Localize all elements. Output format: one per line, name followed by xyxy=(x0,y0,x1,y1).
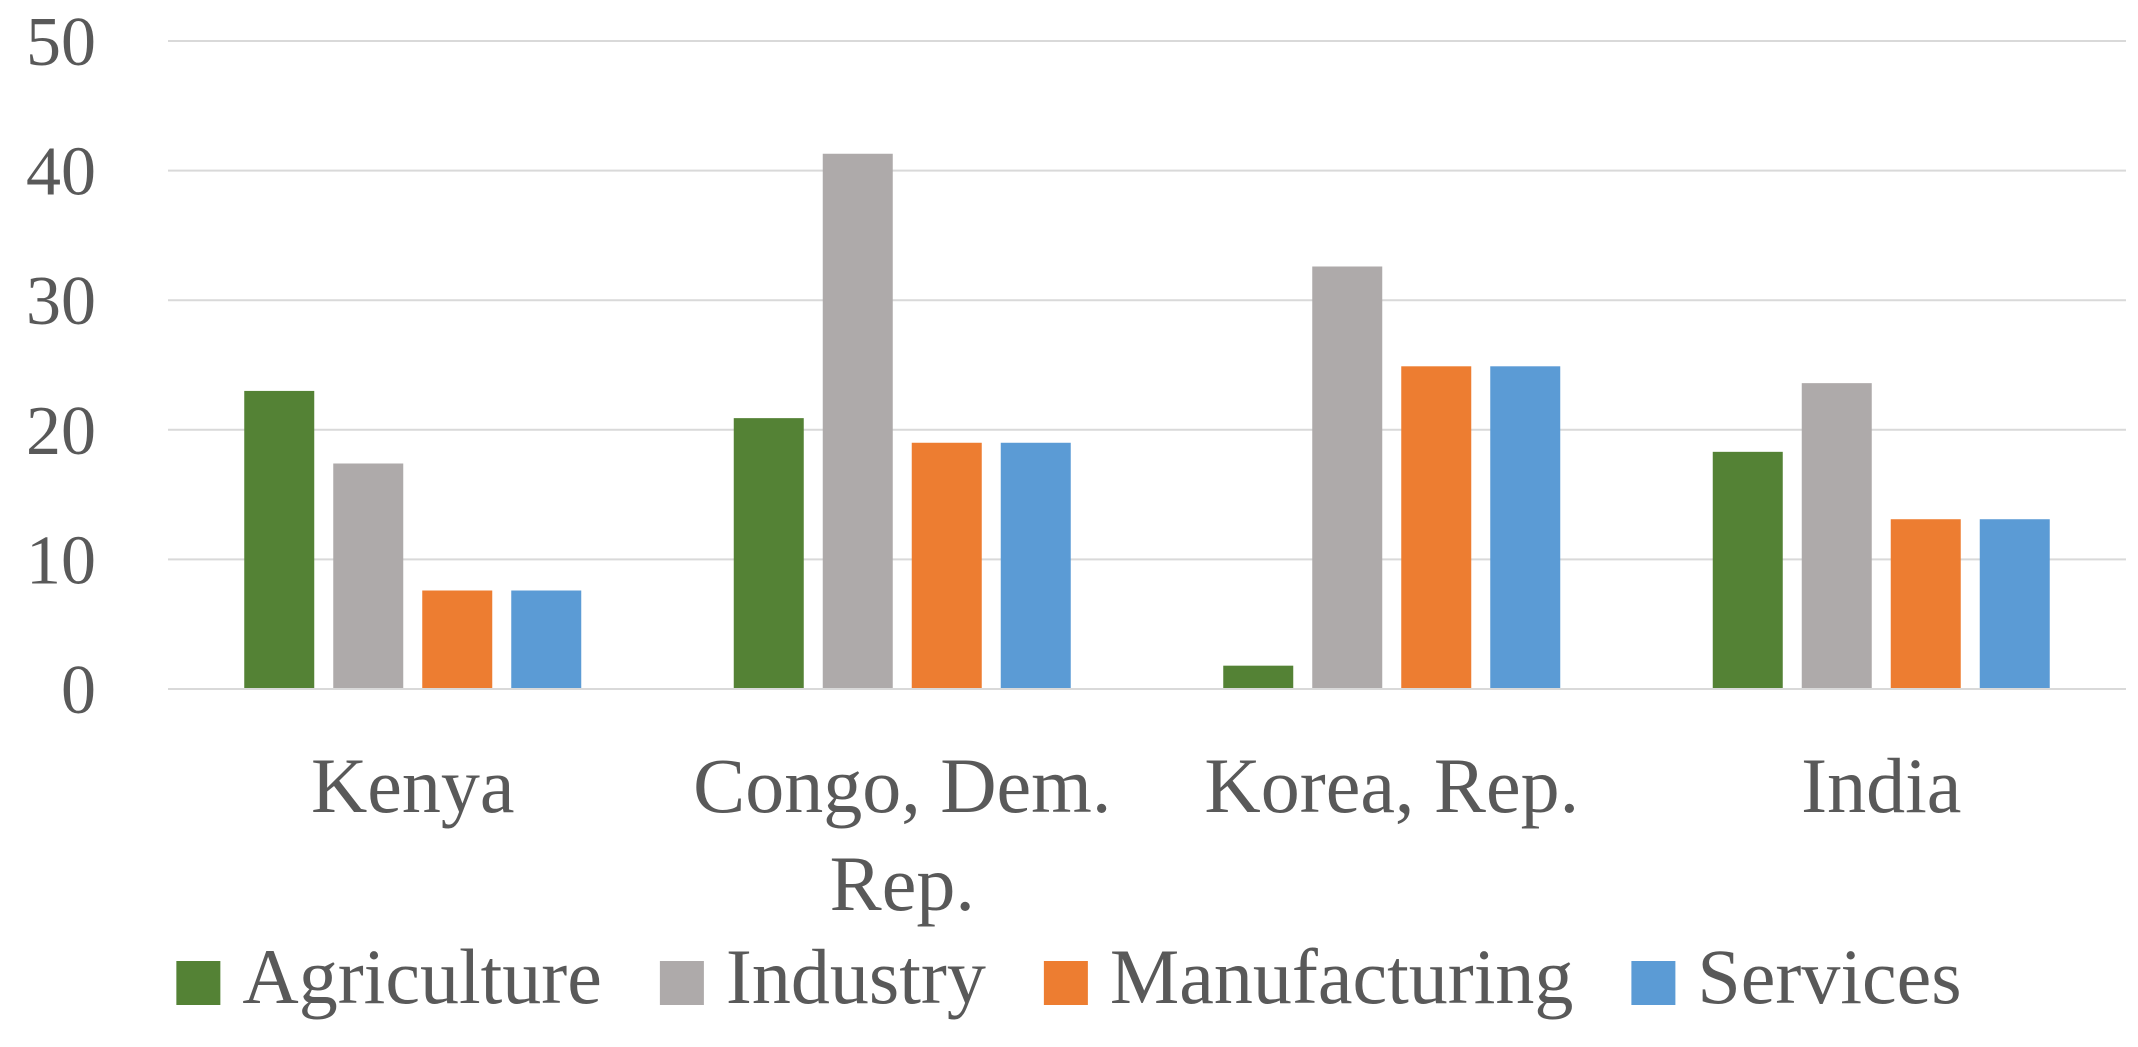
bars xyxy=(244,153,2050,689)
category-label: Kenya xyxy=(311,742,515,829)
y-tick-label: 30 xyxy=(26,263,96,340)
bar-manufacturing-1 xyxy=(911,442,982,689)
legend-item-services: Services xyxy=(1631,933,1962,1020)
legend-swatch xyxy=(1043,961,1088,1005)
bar-industry-0 xyxy=(333,463,404,689)
legend-item-industry: Industry xyxy=(659,933,986,1020)
y-tick-label: 0 xyxy=(61,652,96,729)
y-tick-label: 10 xyxy=(26,522,96,599)
bar-industry-3 xyxy=(1801,383,1872,689)
y-axis-tick-labels: 0 10 20 30 40 50 xyxy=(26,4,96,729)
category-label: Korea, Rep. xyxy=(1204,742,1579,829)
bar-manufacturing-0 xyxy=(422,590,493,689)
bar-services-1 xyxy=(1000,442,1071,689)
bar-industry-1 xyxy=(822,153,893,689)
bar-agriculture-0 xyxy=(244,390,315,689)
legend-label: Industry xyxy=(726,933,986,1020)
legend-swatch xyxy=(1631,961,1676,1005)
legend-label: Agriculture xyxy=(242,933,602,1020)
y-tick-label: 50 xyxy=(26,4,96,81)
legend-swatch xyxy=(176,961,221,1005)
bar-agriculture-2 xyxy=(1223,665,1294,689)
legend-label: Manufacturing xyxy=(1110,933,1574,1020)
y-tick-label: 40 xyxy=(26,134,96,211)
bar-services-2 xyxy=(1490,366,1561,689)
bar-services-0 xyxy=(511,590,582,689)
bar-manufacturing-2 xyxy=(1401,366,1472,689)
bar-manufacturing-3 xyxy=(1890,519,1961,689)
category-label: Congo, Dem. xyxy=(693,742,1111,829)
legend-label: Services xyxy=(1697,933,1961,1020)
y-tick-label: 20 xyxy=(26,393,96,470)
legend: Agriculture Industry Manufacturing Services xyxy=(176,933,1962,1020)
legend-swatch xyxy=(659,961,704,1005)
legend-item-manufacturing: Manufacturing xyxy=(1043,933,1574,1020)
category-labels: Kenya Congo, Dem. Rep. Korea, Rep. India xyxy=(311,742,1961,927)
bar-agriculture-3 xyxy=(1712,451,1783,689)
category-label: India xyxy=(1801,742,1961,829)
category-label: Rep. xyxy=(830,840,975,927)
bar-agriculture-1 xyxy=(733,418,804,689)
gridlines xyxy=(168,40,2126,561)
bar-industry-2 xyxy=(1312,266,1383,689)
bar-services-3 xyxy=(1979,519,2050,689)
legend-item-agriculture: Agriculture xyxy=(176,933,602,1020)
